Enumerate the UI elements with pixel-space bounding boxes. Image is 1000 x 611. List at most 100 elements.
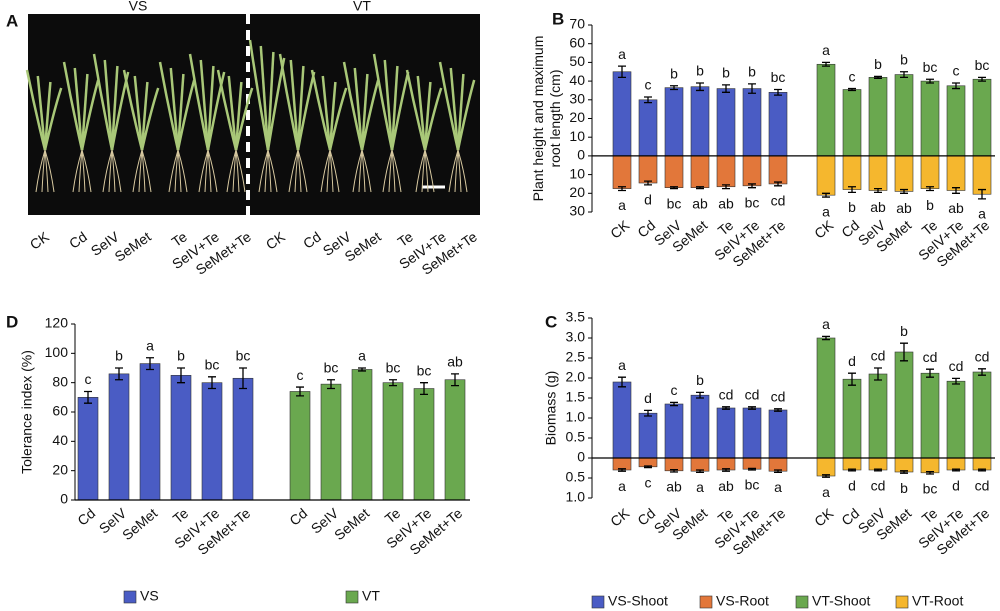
root bbox=[361, 149, 372, 193]
significance-letter: a bbox=[696, 479, 704, 495]
significance-letter: b bbox=[848, 199, 856, 215]
error-bar bbox=[874, 367, 882, 381]
bar bbox=[768, 409, 788, 459]
significance-letter: b bbox=[115, 348, 123, 364]
significance-letter: bc bbox=[205, 357, 220, 373]
bar bbox=[920, 155, 940, 189]
category-label: Cd bbox=[66, 228, 90, 251]
error-bar bbox=[774, 469, 782, 474]
bar bbox=[842, 378, 862, 459]
error-bar bbox=[115, 367, 123, 381]
significance-letter: bc bbox=[923, 59, 938, 75]
significance-letter: b bbox=[900, 323, 908, 339]
y-tick-label: 0.5 bbox=[566, 469, 586, 485]
error-bar bbox=[420, 382, 428, 396]
error-bar bbox=[900, 342, 908, 362]
y-tick-label: 3.5 bbox=[566, 309, 586, 325]
root bbox=[235, 149, 246, 193]
x-tick-label: CK bbox=[607, 216, 633, 241]
bar bbox=[842, 457, 862, 471]
bar bbox=[920, 457, 940, 474]
root bbox=[207, 149, 212, 193]
error-bar bbox=[926, 470, 934, 475]
y-tick-label: 70 bbox=[569, 16, 585, 32]
bar bbox=[842, 155, 862, 190]
significance-letter: d bbox=[952, 478, 960, 494]
root bbox=[44, 149, 49, 193]
error-bar bbox=[926, 368, 934, 378]
bar bbox=[946, 380, 966, 459]
leaf bbox=[110, 71, 130, 151]
y-tick-label: 40 bbox=[569, 72, 585, 88]
legend-swatch bbox=[123, 590, 137, 604]
bar bbox=[664, 87, 684, 157]
bar bbox=[946, 85, 966, 157]
significance-letter: cd bbox=[871, 348, 886, 364]
significance-letter: c bbox=[85, 371, 92, 387]
significance-letter: c bbox=[849, 68, 856, 84]
leaf bbox=[248, 39, 270, 151]
root bbox=[141, 149, 152, 193]
error-bar bbox=[177, 367, 185, 384]
y-tick-label: 3.0 bbox=[566, 329, 586, 345]
group-label: VT bbox=[353, 0, 371, 14]
error-bar bbox=[327, 379, 335, 390]
significance-letter: d bbox=[848, 478, 856, 494]
error-bar bbox=[296, 386, 304, 397]
significance-letter: b bbox=[696, 372, 704, 388]
error-bar bbox=[822, 474, 830, 478]
y-tick-label: 1.0 bbox=[566, 409, 586, 425]
root bbox=[320, 149, 331, 193]
significance-letter: a bbox=[822, 42, 830, 58]
significance-letter: a bbox=[978, 206, 986, 222]
root bbox=[297, 149, 302, 193]
significance-letter: c bbox=[645, 77, 652, 93]
error-bar bbox=[618, 468, 626, 472]
significance-letter: a bbox=[618, 46, 626, 62]
error-bar bbox=[848, 87, 856, 92]
root bbox=[329, 149, 334, 193]
error-bar bbox=[618, 186, 626, 192]
error-bar bbox=[822, 192, 830, 198]
root bbox=[424, 149, 429, 193]
leaf bbox=[169, 67, 180, 151]
significance-letter: b bbox=[926, 197, 934, 213]
leaf bbox=[80, 79, 100, 151]
bar bbox=[768, 155, 788, 185]
root bbox=[111, 149, 116, 193]
bar bbox=[742, 457, 762, 470]
significance-letter: cd bbox=[745, 387, 760, 403]
root bbox=[264, 149, 269, 193]
error-bar bbox=[978, 368, 986, 376]
significance-letter: cd bbox=[771, 193, 786, 209]
significance-letter: bc bbox=[236, 348, 251, 364]
significance-letter: ab bbox=[447, 354, 463, 370]
y-tick-label: 1.0 bbox=[566, 489, 586, 505]
root bbox=[35, 149, 46, 193]
leaf bbox=[206, 71, 226, 151]
error-bar bbox=[696, 391, 704, 399]
leaf bbox=[234, 87, 254, 151]
photo bbox=[28, 14, 480, 215]
error-bar bbox=[952, 82, 960, 90]
significance-letter: ab bbox=[718, 478, 734, 494]
root bbox=[267, 149, 272, 193]
y-tick-label: 1.5 bbox=[566, 389, 586, 405]
significance-letter: ab bbox=[692, 195, 708, 211]
root bbox=[294, 149, 299, 193]
bar bbox=[894, 457, 914, 473]
significance-letter: a bbox=[774, 479, 782, 495]
significance-letter: ab bbox=[896, 200, 912, 216]
bar bbox=[972, 155, 992, 195]
significance-letter: bc bbox=[386, 359, 401, 375]
bar bbox=[716, 155, 736, 188]
significance-letter: a bbox=[358, 348, 366, 364]
leaf bbox=[423, 87, 443, 151]
significance-letter: bc bbox=[923, 481, 938, 497]
error-bar bbox=[389, 379, 397, 387]
significance-letter: d bbox=[644, 390, 652, 406]
y-tick-label: 80 bbox=[52, 373, 68, 389]
error-bar bbox=[670, 186, 678, 190]
x-tick-label: CK bbox=[811, 504, 837, 529]
root bbox=[138, 149, 143, 193]
